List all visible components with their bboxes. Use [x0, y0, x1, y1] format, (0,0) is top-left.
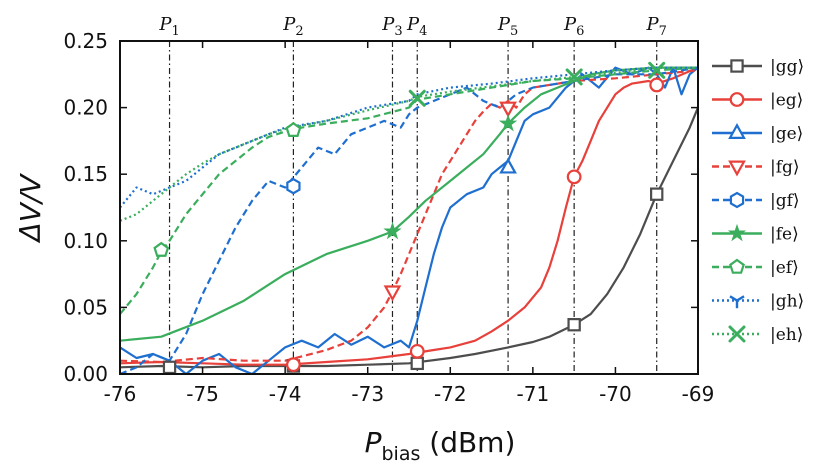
vertical-marker-label: P5: [497, 14, 518, 39]
vertical-marker-label: P4: [406, 14, 427, 39]
data-point-marker: [498, 113, 518, 132]
axis-ticks: -76 -75 -74 -73 -72 -71 -70 -69 0.00 0.05 0.10 0.15…: [63, 29, 714, 406]
x-tick-label: -71: [517, 382, 550, 406]
marker-stroke: [648, 61, 666, 79]
marker-stroke: [728, 325, 746, 343]
data-point-marker: [409, 343, 425, 359]
legend-label: |eh⟩: [770, 325, 803, 345]
series-line: [120, 66, 698, 209]
data-point-marker: [566, 169, 582, 185]
legend-label: |gh⟩: [770, 292, 804, 312]
y-tick-label: 0.25: [63, 29, 108, 53]
legend: |gg⟩ |eg⟩ |ge⟩ |fg⟩ |gf⟩ |fe⟩ |ef⟩ |gh⟩ |eh⟩: [712, 57, 804, 345]
series-line: [120, 66, 698, 366]
marker-stroke: [408, 89, 426, 107]
data-point-marker: [499, 157, 517, 174]
data-point-marker: [567, 318, 581, 332]
data-point-marker: [730, 59, 744, 73]
plot-background: [120, 41, 698, 374]
data-point-marker: [650, 187, 664, 201]
data-point-marker: [286, 177, 301, 195]
vertical-marker-label-symbol: P: [563, 14, 577, 35]
vertical-marker-label-symbol: P: [646, 14, 660, 35]
vertical-marker-label: P1: [158, 14, 179, 39]
data-point-marker: [499, 101, 517, 118]
x-tick-label: -73: [351, 382, 384, 406]
legend-label: |gf⟩: [770, 191, 800, 211]
vertical-marker-label-symbol: P: [282, 14, 296, 35]
x-tick-label: -69: [682, 382, 715, 406]
x-tick-label: -70: [599, 382, 632, 406]
series-line: [120, 66, 698, 222]
legend-label: |gg⟩: [770, 57, 804, 77]
x-tick-label: -72: [434, 382, 467, 406]
y-tick-label: 0.00: [63, 362, 108, 386]
marker-stroke: [729, 295, 738, 302]
data-point-marker: [286, 357, 301, 373]
plot-frame: [119, 40, 699, 375]
data-point-marker: [565, 68, 583, 86]
vertical-marker-label-subscript: 3: [394, 24, 402, 39]
data-point-marker: [728, 160, 746, 177]
vertical-marker-label-symbol: P: [406, 14, 420, 35]
vertical-marker-labels: P1 P2 P3 P4 P5 P6 P7: [158, 14, 667, 39]
marker-stroke: [565, 68, 583, 86]
x-axis-title-symbol: P: [365, 426, 382, 459]
y-tick-label: 0.05: [63, 295, 108, 319]
y-tick-label: 0.20: [63, 96, 108, 120]
x-tick-label: -75: [186, 382, 219, 406]
y-tick-label: 0.10: [63, 229, 108, 253]
vertical-marker-label-subscript: 1: [171, 24, 179, 39]
vertical-marker-label-subscript: 7: [659, 24, 667, 39]
data-point-marker: [729, 191, 745, 209]
vertical-marker-label-symbol: P: [497, 14, 511, 35]
vertical-marker-label: P3: [381, 14, 402, 39]
legend-label: |fg⟩: [770, 158, 800, 178]
data-point-marker: [728, 123, 746, 139]
data-point-marker: [383, 221, 402, 240]
vertical-marker-label-symbol: P: [381, 14, 395, 35]
data-point-marker: [153, 241, 170, 257]
legend-label: |eg⟩: [770, 91, 803, 111]
data-point-marker: [408, 89, 426, 107]
data-point-marker: [729, 92, 745, 107]
data-point-marker: [648, 61, 666, 79]
legend-label: |ef⟩: [770, 258, 799, 278]
data-point-marker: [649, 77, 665, 93]
legend-label: |fe⟩: [770, 225, 799, 245]
data-point-marker: [727, 223, 747, 242]
marker-stroke: [736, 295, 745, 302]
vertical-marker-label-subscript: 6: [576, 24, 584, 39]
x-axis-title-unit: (dBm): [420, 426, 515, 459]
x-tick-label: -76: [104, 382, 137, 406]
x-axis-title-subscript: bias: [381, 443, 420, 465]
vertical-marker-label: P6: [563, 14, 584, 39]
data-point-marker: [162, 360, 177, 375]
data-point-marker: [383, 285, 402, 302]
vertical-marker-label: P2: [282, 14, 303, 39]
vertical-marker-label-subscript: 2: [295, 24, 303, 39]
y-axis-title: ΔV/V: [14, 173, 47, 244]
data-point-marker: [729, 295, 745, 309]
series-line: [120, 107, 698, 369]
series-line: [120, 66, 698, 374]
data-point-marker: [410, 356, 424, 371]
legend-label: |ge⟩: [770, 124, 803, 144]
data-point-marker: [729, 258, 745, 274]
series-markers: [153, 61, 666, 375]
y-tick-label: 0.15: [63, 162, 108, 186]
x-axis-title: Pbias (dBm): [365, 426, 516, 465]
vertical-marker-label: P7: [646, 14, 667, 39]
vertical-marker-label-symbol: P: [158, 14, 172, 35]
x-tick-label: -74: [269, 382, 302, 406]
data-point-marker: [285, 121, 302, 138]
vertical-marker-label-subscript: 4: [419, 24, 427, 39]
data-point-marker: [728, 325, 746, 343]
vertical-marker-label-subscript: 5: [510, 24, 518, 39]
